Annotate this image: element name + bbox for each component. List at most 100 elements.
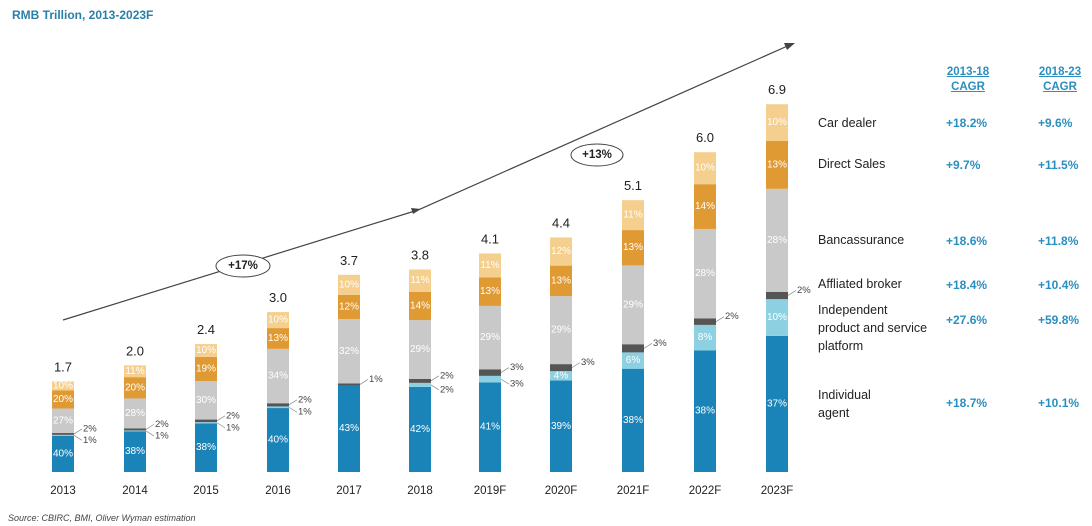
year-label-2020F: 2020F [545,485,578,497]
cagr-bancassurance-2018-23: +11.8% [1038,234,1079,248]
bar-segment-independent-2014 [124,430,146,432]
bar-segment-dealer-2015 [195,344,217,357]
seg-label-agent-2015: 38% [196,442,216,453]
side-label-independent-2015: 1% [226,422,240,433]
channel-name-affliated-broker: Affliated broker [818,277,902,291]
seg-label-direct-2016: 13% [268,333,288,344]
bar-segment-bancassurance-2016 [267,348,289,404]
bar-segment-affiliated-2014 [124,428,146,431]
bar-segment-affiliated-2021F [622,344,644,353]
year-label-2023F: 2023F [761,485,794,497]
seg-label-direct-2022F: 14% [695,201,715,212]
seg-label-direct-2020F: 13% [551,275,571,286]
total-label-2013: 1.7 [54,359,72,374]
leader-line-affiliated-2023F [787,290,797,296]
seg-label-bancassurance-2015: 30% [196,395,216,406]
seg-label-direct-2015: 19% [196,364,216,375]
side-label-independent-2018: 2% [440,384,454,395]
bar-segment-agent-2020F [550,380,572,472]
side-label-affiliated-2015: 2% [226,410,240,421]
bar-segment-direct-2021F [622,230,644,266]
seg-label-dealer-2016: 10% [268,315,288,326]
total-label-2016: 3.0 [269,290,287,305]
seg-label-dealer-2020F: 12% [551,246,571,257]
leader-line-independent-2014 [145,430,155,437]
side-label-independent-2013: 1% [83,435,97,446]
seg-label-bancassurance-2013: 27% [53,415,73,426]
trend-arrow-head [784,43,795,50]
year-label-2017: 2017 [336,485,362,497]
total-label-2022F: 6.0 [696,130,714,145]
bar-segment-direct-2020F [550,265,572,297]
year-label-2013: 2013 [50,485,76,497]
bar-segment-independent-2019F [479,375,501,383]
side-label-affiliated-2013: 2% [83,423,97,434]
bar-segment-agent-2014 [124,431,146,472]
cagr-header-2-line1: 2018-23 [1038,66,1082,78]
seg-label-bancassurance-2018: 29% [410,344,430,355]
seg-label-bancassurance-2021F: 29% [623,299,643,310]
bar-segment-agent-2022F [694,350,716,472]
leader-line-affiliated-2014 [145,424,155,430]
side-label-independent-2014: 1% [155,430,169,441]
bar-segment-direct-2015 [195,356,217,382]
bar-segment-dealer-2022F [694,152,716,185]
year-label-2016: 2016 [265,485,291,497]
bar-segment-affiliated-2013 [52,433,74,435]
side-label-affiliated-2014: 2% [155,419,169,430]
stacked-bar-chart: +17% +13% 40%1%2%27%20%10%1.7201338%1%2%… [50,43,811,497]
side-label-independent-2016: 1% [298,407,312,418]
year-label-2014: 2014 [122,485,148,497]
total-label-2014: 2.0 [126,343,144,358]
cagr-header-1-line1: 2013-18 [946,66,990,78]
bar-segment-independent-2020F [550,371,572,381]
year-label-2021F: 2021F [617,485,650,497]
bar-segment-dealer-2023F [766,104,788,142]
seg-label-direct-2023F: 13% [767,159,787,170]
total-label-2017: 3.7 [340,253,358,268]
bar-segment-dealer-2021F [622,200,644,231]
bar-segment-affiliated-2022F [694,318,716,325]
seg-label-direct-2017: 12% [339,301,359,312]
bar-segment-dealer-2019F [479,253,501,278]
seg-label-bancassurance-2023F: 28% [767,235,787,246]
cagr-car-dealer-2018-23: +9.6% [1038,116,1073,130]
bar-segment-affiliated-2016 [267,403,289,407]
seg-label-agent-2020F: 39% [551,421,571,432]
cagr-header-2013-18: 2013-18 CAGR [936,65,1000,95]
bar-segment-bancassurance-2013 [52,408,74,434]
leader-line-affiliated-2013 [73,428,83,435]
cagr-individual-agent-2013-18: +18.7% [946,396,988,410]
channel-name-individual-agent: Individual agent [818,388,871,420]
year-label-2019F: 2019F [474,485,507,497]
leader-line-independent-2013 [73,435,83,441]
bar-segment-dealer-2014 [124,365,146,378]
seg-label-dealer-2013: 10% [53,380,73,391]
seg-label-dealer-2018: 11% [410,275,429,286]
bar-segment-direct-2017 [338,294,360,320]
bar-segment-affiliated-2015 [195,419,217,423]
bar-segment-bancassurance-2018 [409,320,431,379]
bar-segment-direct-2023F [766,141,788,189]
seg-label-agent-2014: 38% [125,446,145,457]
seg-label-bancassurance-2020F: 29% [551,325,571,336]
cagr-direct-sales-2013-18: +9.7% [946,158,981,172]
side-label-affiliated-2016: 2% [298,394,312,405]
side-label-affiliated-2021F: 3% [653,338,667,349]
bar-segment-bancassurance-2017 [338,319,360,384]
cagr-label-1: +17% [228,260,258,272]
channel-name-independent-platform: Independent product and service platform [818,303,928,353]
bar-segment-independent-2021F [622,352,644,369]
bar-segment-affiliated-2018 [409,378,431,383]
side-label-affiliated-2019F: 3% [510,362,524,373]
seg-label-agent-2013: 40% [53,448,73,459]
bar-segment-direct-2019F [479,277,501,306]
bar-segment-affiliated-2023F [766,291,788,300]
bar-segment-bancassurance-2019F [479,305,501,370]
side-label-affiliated-2018: 2% [440,370,454,381]
seg-label-independent-2022F: 8% [698,332,713,343]
bar-segment-bancassurance-2020F [550,296,572,365]
seg-label-dealer-2019F: 11% [480,260,499,271]
side-label-affiliated-2017: 1% [369,374,383,385]
bar-segment-dealer-2013 [52,381,74,391]
